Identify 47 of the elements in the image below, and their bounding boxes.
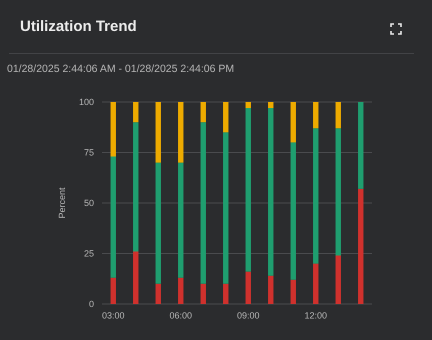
bar [358,102,364,189]
bar [110,156,116,278]
y-tick-label: 0 [88,299,94,310]
bar [178,162,184,278]
bar [200,284,206,304]
x-tick-label: 09:00 [236,310,260,320]
bar [268,102,274,108]
x-tick-label: 12:00 [304,310,328,320]
bar [268,108,274,276]
bar [223,132,228,284]
bar [290,102,296,142]
x-tick-label: 06:00 [169,310,192,320]
bar [133,102,138,122]
bar [313,128,318,264]
bar [223,284,228,304]
bar [268,276,274,304]
bar [156,162,161,284]
bar [156,102,161,163]
bar [290,280,296,304]
bar [358,188,364,304]
y-axis-title: Percent [57,187,68,219]
bar [178,278,184,304]
bar [200,122,206,284]
bar [178,102,184,163]
bar [110,278,116,304]
bar [246,272,251,304]
y-tick-label: 75 [84,148,94,158]
chart-subtitle: 01/28/2025 2:44:06 AM - 01/28/2025 2:44:06 PM [7,63,234,75]
bar [313,102,318,128]
bar [156,284,161,304]
bar [336,256,341,304]
y-tick-label: 25 [84,248,94,259]
y-tick-label: 50 [84,198,94,208]
bar [336,128,341,256]
bar [133,251,138,304]
bar [246,102,251,108]
bar [200,102,206,122]
y-tick-label: 100 [78,97,94,108]
bar [246,108,251,272]
bar [110,102,116,157]
bar [290,142,296,280]
x-tick-label: 03:00 [102,310,125,320]
chart-title: Utilization Trend [20,18,137,35]
bar [133,122,138,252]
bar [223,102,228,132]
bar [336,102,341,128]
bar [313,264,318,304]
